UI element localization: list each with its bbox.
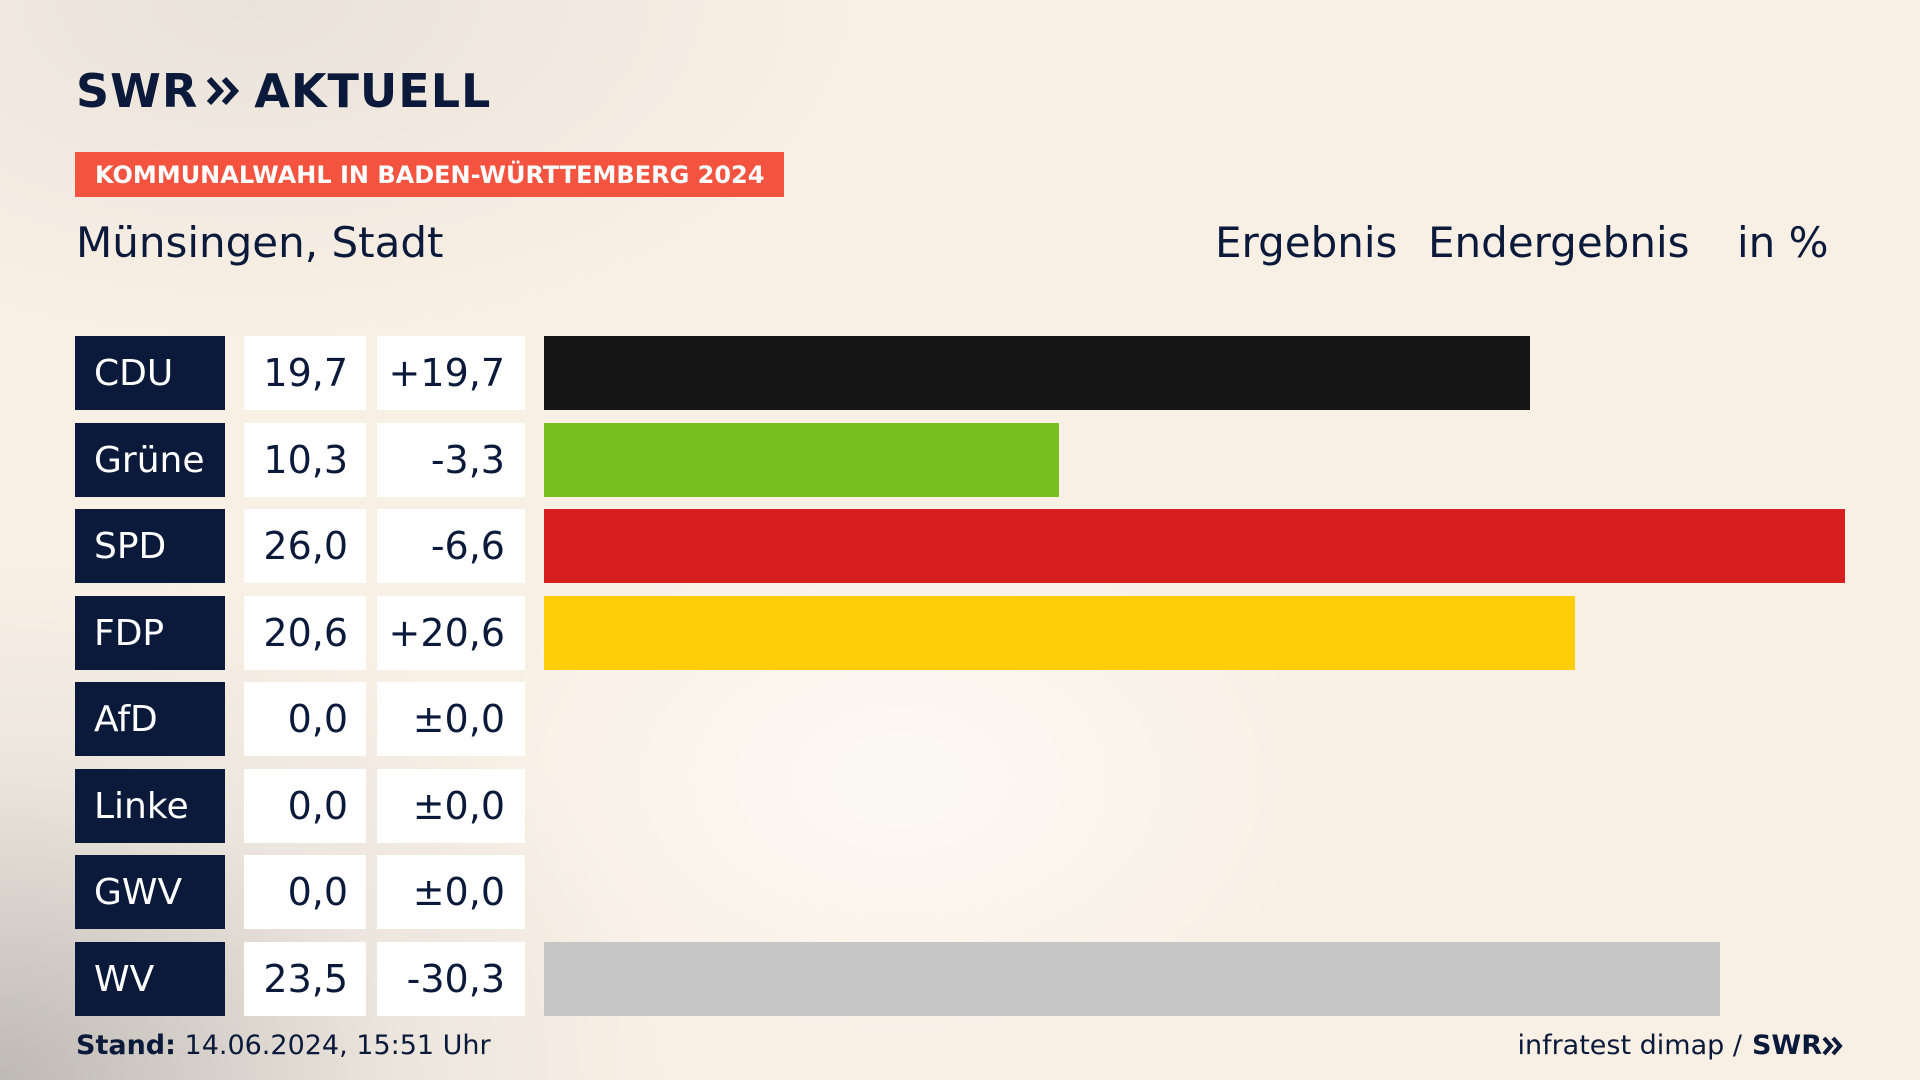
change-value: -30,3	[377, 942, 525, 1016]
change-value: ±0,0	[377, 769, 525, 843]
party-label: GWV	[75, 855, 225, 929]
election-badge: KOMMUNALWAHL IN BADEN-WÜRTTEMBERG 2024	[75, 152, 785, 197]
footer-swr-logo: SWR	[1752, 1030, 1844, 1061]
place-title: Münsingen, Stadt	[76, 218, 444, 267]
party-label: AfD	[75, 682, 225, 756]
footer-swr-text: SWR	[1751, 1030, 1822, 1061]
swr-aktuell-logo: SWR AKTUELL	[76, 64, 492, 118]
logo-aktuell-text: AKTUELL	[254, 64, 492, 118]
result-bar	[544, 942, 1720, 1016]
header-result: Ergebnis	[1215, 218, 1398, 267]
stand-value: 14.06.2024, 15:51 Uhr	[184, 1030, 491, 1061]
party-label: FDP	[75, 596, 225, 670]
party-label: SPD	[75, 509, 225, 583]
footer-chevron-icon	[1822, 1036, 1843, 1055]
result-value: 19,7	[244, 336, 366, 410]
change-value: +20,6	[377, 596, 525, 670]
result-bar	[544, 596, 1575, 670]
change-value: -6,6	[377, 509, 525, 583]
party-label: Grüne	[75, 423, 225, 497]
logo-swr-text: SWR	[76, 64, 199, 118]
party-label: CDU	[75, 336, 225, 410]
result-value: 20,6	[244, 596, 366, 670]
result-bar	[544, 336, 1530, 410]
header-status: Endergebnis	[1428, 218, 1690, 267]
result-bar	[544, 423, 1059, 497]
party-label: Linke	[75, 769, 225, 843]
timestamp: Stand: 14.06.2024, 15:51 Uhr	[76, 1030, 491, 1061]
result-value: 0,0	[244, 682, 366, 756]
result-value: 0,0	[244, 769, 366, 843]
stand-label: Stand:	[76, 1030, 176, 1061]
source-text: infratest dimap /	[1517, 1030, 1742, 1061]
result-value: 0,0	[244, 855, 366, 929]
result-value: 26,0	[244, 509, 366, 583]
double-chevron-icon	[206, 76, 240, 106]
result-value: 23,5	[244, 942, 366, 1016]
change-value: ±0,0	[377, 682, 525, 756]
change-value: +19,7	[377, 336, 525, 410]
change-value: -3,3	[377, 423, 525, 497]
source-credit: infratest dimap / SWR	[1517, 1030, 1844, 1061]
party-label: WV	[75, 942, 225, 1016]
result-value: 10,3	[244, 423, 366, 497]
result-bar	[544, 509, 1845, 583]
change-value: ±0,0	[377, 855, 525, 929]
header-unit: in %	[1737, 218, 1829, 267]
